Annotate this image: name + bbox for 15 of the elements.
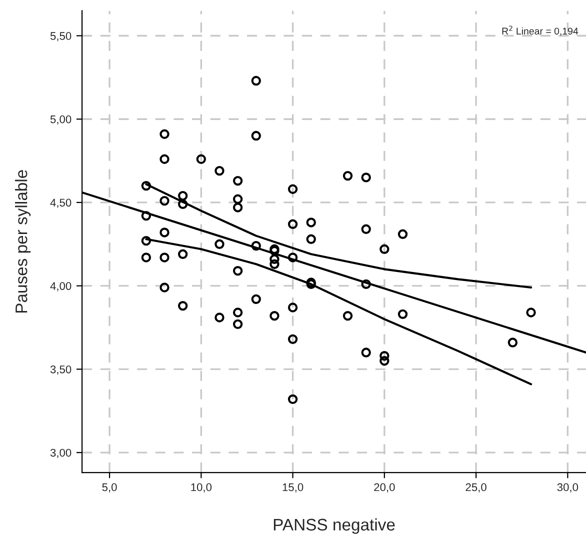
x-tick-label: 5,0: [102, 483, 117, 492]
x-tick-label: 30,0: [557, 483, 578, 492]
y-tick-label: 4,00: [50, 282, 72, 292]
x-tick-label: 10,0: [191, 483, 212, 492]
x-tick-label: 25,0: [466, 483, 486, 492]
y-tick-label: 4,50: [50, 198, 72, 208]
y-tick-label: 5,00: [50, 115, 72, 125]
x-tick-label: 20,0: [374, 483, 395, 492]
y-axis-title: Pauses per syllable: [15, 170, 31, 313]
x-tick-label: 15,0: [282, 483, 304, 492]
y-tick-label: 3,00: [50, 448, 72, 458]
y-tick-label: 3,50: [50, 365, 72, 375]
x-axis-title: PANSS negative: [274, 518, 395, 534]
annotation: R$^{2}$ Linear = 0,194: [502, 26, 578, 36]
y-tick-label: 5,50: [50, 32, 72, 42]
